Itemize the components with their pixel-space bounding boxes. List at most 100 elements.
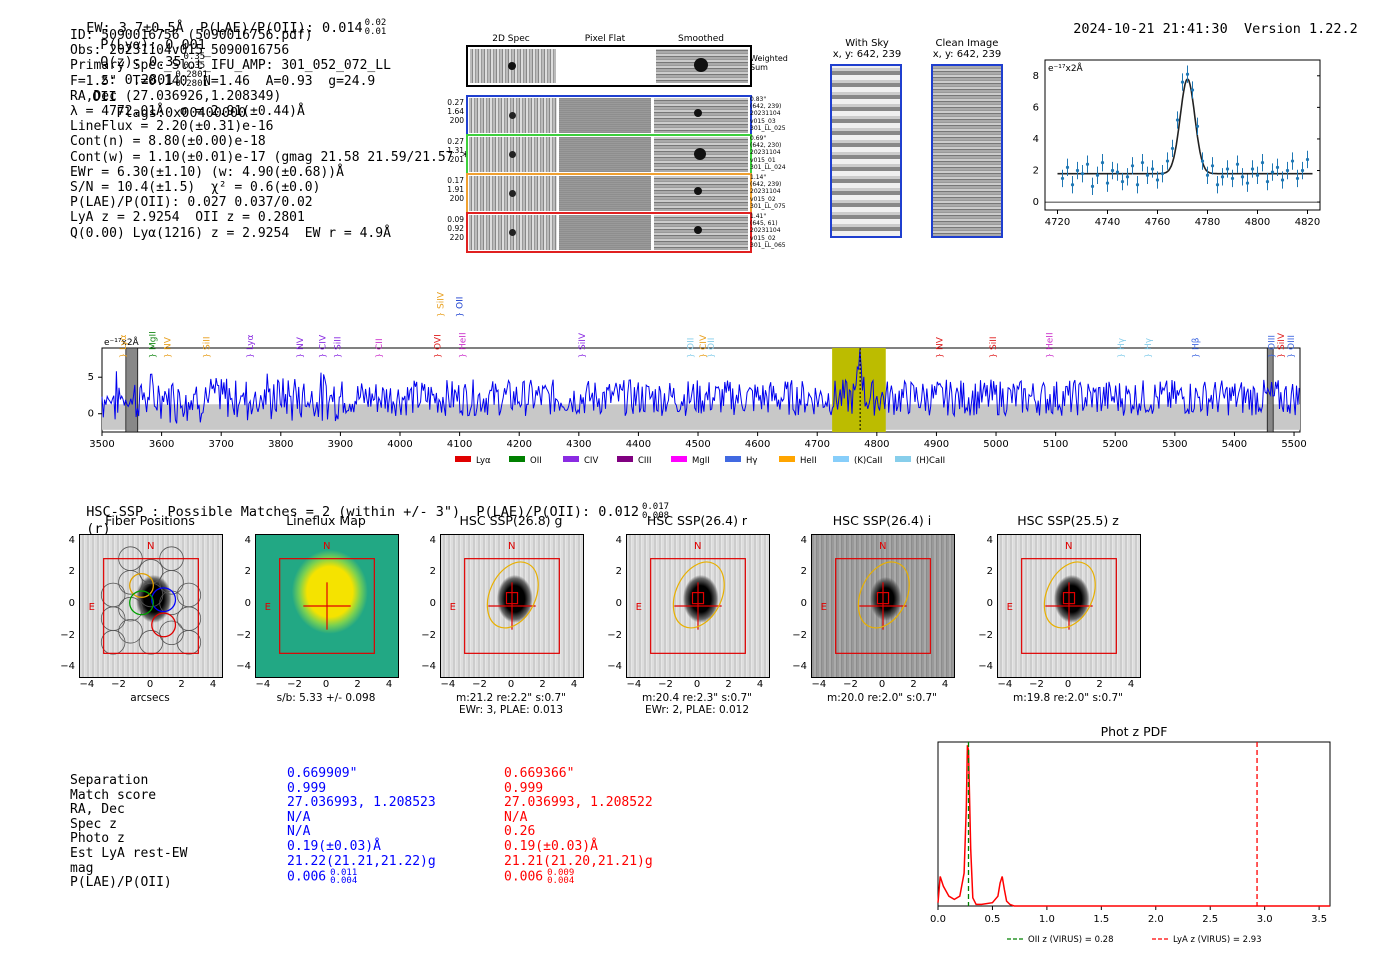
- col1-value-1: 0.999: [287, 780, 327, 796]
- panel-title-0: Fiber Positions: [105, 513, 195, 528]
- spectrum-xtick-label: 4600: [745, 439, 770, 450]
- pdf-xtick-label: 2.0: [1148, 914, 1164, 925]
- zoom-data-point: [1220, 175, 1225, 179]
- spectrum-line-label: NV: [935, 336, 945, 350]
- col2-value-5: 0.19(±0.03)Å: [504, 838, 598, 854]
- spectrum-line-label: SiII: [989, 336, 999, 350]
- spectrum-line-brace: {: [333, 353, 342, 358]
- spectrum-xtick-label: 3500: [89, 439, 114, 450]
- col2-value-7: 0.006 0.009 0.004: [504, 868, 575, 887]
- info-line-5: λ = 4772.01Å σ = 2.91(±0.44)Å: [70, 104, 305, 120]
- cutout-smoothed-source-2: [694, 187, 702, 195]
- spectrum-legend-label: Hγ: [746, 456, 757, 465]
- panel-xtick-0: 0: [146, 679, 154, 690]
- col1-plae-sup: 0.011: [330, 868, 358, 879]
- zoom-data-point: [1270, 170, 1275, 174]
- zoom-data-point: [1065, 165, 1070, 169]
- spectrum-line-brace: {: [202, 353, 211, 358]
- col2-plae-sup: 0.009: [547, 868, 575, 879]
- col-title-smoothed: Smoothed: [678, 34, 724, 44]
- weighted-2dspec: [470, 49, 556, 83]
- match-label-1: Match score: [70, 787, 157, 803]
- info-line-3: F=1.5" T=0.140 N=1.46 A=0.93 g=24.9: [70, 73, 376, 89]
- spectrum-line-brace: {: [459, 353, 468, 358]
- col1-value-5: 0.19(±0.03)Å: [287, 838, 381, 854]
- zoom-ytick-label: 4: [1033, 134, 1039, 145]
- zoom-data-point: [1255, 173, 1260, 177]
- panel-ytick-3: 4: [615, 534, 622, 546]
- zoom-data-point: [1165, 159, 1170, 163]
- zoom-data-point: [1060, 176, 1065, 181]
- aperture-box: [835, 558, 931, 654]
- zoom-xtick-label: 4740: [1095, 217, 1120, 228]
- zoom-data-point: [1145, 173, 1150, 177]
- image-overlay-4: NE: [821, 541, 931, 654]
- info-line-4: RA,Dec (27.036926,1.208349): [70, 88, 282, 104]
- zoom-data-point: [1100, 161, 1105, 165]
- panel-xtick-0: 4: [209, 679, 217, 690]
- zoom-ytick-label: 6: [1033, 102, 1039, 113]
- with-sky-title: With Sky x, y: 642, 239: [832, 38, 902, 60]
- cutout-row-2: [466, 173, 752, 214]
- zoom-data-point: [1250, 167, 1255, 171]
- photz-pdf-chart: Phot z PDF 0.0 0.5 1.0 1.5 2.0 2.5 3.0 3.5 OII z …: [930, 724, 1331, 945]
- col1-value-2: 27.036993, 1.208523: [287, 795, 436, 811]
- north-label: N: [1065, 541, 1072, 552]
- pdf-title: Phot z PDF: [1101, 724, 1168, 739]
- qz-sub: 0.35: [183, 61, 206, 71]
- panel-xtick-1: 0: [322, 679, 330, 690]
- pdf-xtick-label: 1.5: [1093, 914, 1109, 925]
- spectrum-line-label: OII: [707, 338, 717, 350]
- panel-ytick-3: −2: [607, 629, 622, 641]
- spectrum-ytick-label: 5: [88, 372, 94, 383]
- zoom-data-point: [1285, 168, 1290, 173]
- match-label-2: RA, Dec: [70, 802, 125, 818]
- cutout-2dspec-1: [469, 137, 557, 172]
- z-label: z: 0.2801: [100, 72, 174, 88]
- north-label: N: [147, 541, 154, 552]
- spectrum-legend-swatch: [725, 456, 741, 462]
- cutout-right-info-2: 1.14" (642, 239) 20231104 v015_02 301_LL…: [750, 174, 786, 210]
- zoom-data-point: [1150, 167, 1155, 171]
- panel-xtick-3: −2: [658, 679, 673, 690]
- fiber-circle: [100, 606, 126, 631]
- panel-xtick-3: 4: [756, 679, 764, 690]
- fiber-circle: [159, 620, 184, 646]
- zoom-ytick-label: 8: [1033, 71, 1039, 82]
- spectrum-line-brace: {: [456, 312, 465, 317]
- info-line-6: LineFlux = 2.20(±0.31)e-16: [70, 119, 274, 135]
- spectrum-line-label: Hβ: [1192, 337, 1202, 350]
- panel-xtick-4: 4: [941, 679, 949, 690]
- spectrum-legend-label: CIV: [584, 456, 598, 465]
- spectrum-line-label: NV: [296, 336, 306, 350]
- panel-xtick-3: −4: [626, 679, 642, 690]
- cutout-right-info-0: 0.83" (642, 239) 20231104 v015_03 301_LL…: [750, 96, 786, 132]
- panel-title-2: HSC SSP(26.8) g: [459, 513, 563, 528]
- spectrum-xtick-label: 3700: [208, 439, 233, 450]
- col2-plae-sub: 0.004: [547, 876, 575, 887]
- zoom-data-point: [1130, 164, 1135, 168]
- panel-xtick-3: 0: [693, 679, 701, 690]
- hsc-summary: HSC-SSP : Possible Matches = 2 (within +…: [70, 487, 669, 538]
- oii-label: OII: [92, 89, 117, 105]
- spectrum-line-label: OII: [456, 297, 466, 309]
- match-label-4: Photo z: [70, 831, 125, 847]
- spectrum-xtick-label: 5400: [1222, 439, 1247, 450]
- col1-value-6: 21.22(21.21,21.22)g: [287, 853, 436, 869]
- zoom-data-point: [1210, 164, 1215, 168]
- panel-ytick-2: 2: [429, 566, 436, 578]
- spectrum-line-brace: {: [707, 353, 716, 358]
- spectrum-xtick-label: 4900: [924, 439, 949, 450]
- match-label-5: Est LyA rest-EW: [70, 845, 188, 861]
- spectrum-line-label: Lyα: [246, 334, 256, 350]
- zoom-data-point: [1115, 170, 1120, 174]
- image-overlay-3: NE: [636, 541, 746, 654]
- panel-xtick-5: −2: [1029, 679, 1044, 690]
- z-sup: 0.2801: [175, 70, 208, 80]
- source-ellipse: [857, 561, 910, 629]
- panel-xtick-5: 4: [1127, 679, 1135, 690]
- aperture-box: [103, 558, 199, 654]
